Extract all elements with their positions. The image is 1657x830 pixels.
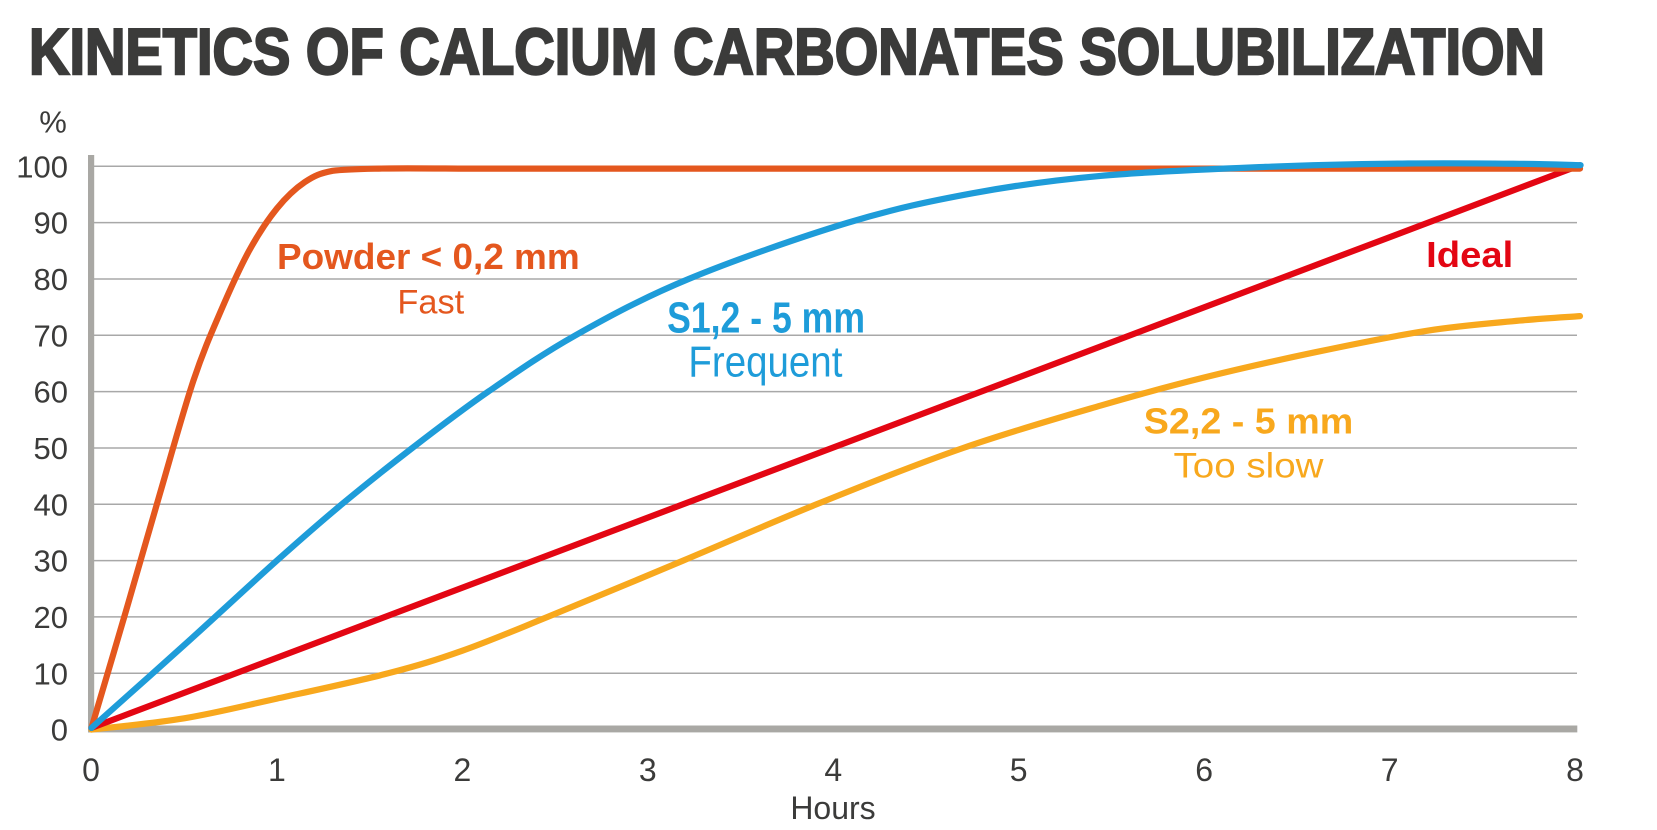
svg-text:Hours: Hours xyxy=(790,790,875,826)
svg-text:10: 10 xyxy=(34,656,68,691)
svg-text:40: 40 xyxy=(34,487,68,522)
svg-text:80: 80 xyxy=(34,262,68,297)
svg-text:Fast: Fast xyxy=(397,284,464,322)
svg-text:Frequent: Frequent xyxy=(688,338,842,387)
svg-text:2: 2 xyxy=(454,752,472,788)
svg-text:20: 20 xyxy=(34,600,68,635)
svg-text:30: 30 xyxy=(34,544,68,579)
svg-text:70: 70 xyxy=(34,318,68,353)
svg-text:Ideal: Ideal xyxy=(1426,234,1513,275)
svg-text:4: 4 xyxy=(824,752,842,788)
svg-text:100: 100 xyxy=(16,149,68,184)
svg-text:1: 1 xyxy=(268,752,286,788)
svg-text:S1,2 - 5 mm: S1,2 - 5 mm xyxy=(667,294,865,343)
svg-text:0: 0 xyxy=(51,713,68,748)
svg-text:5: 5 xyxy=(1010,752,1028,788)
svg-text:0: 0 xyxy=(82,752,100,788)
svg-text:60: 60 xyxy=(34,375,68,410)
svg-text:50: 50 xyxy=(34,431,68,466)
svg-text:S2,2 - 5 mm: S2,2 - 5 mm xyxy=(1144,400,1353,441)
svg-text:6: 6 xyxy=(1195,752,1213,788)
svg-text:%: % xyxy=(39,105,67,140)
svg-text:8: 8 xyxy=(1566,752,1584,788)
svg-text:Too slow: Too slow xyxy=(1174,447,1325,486)
svg-text:Powder < 0,2 mm: Powder < 0,2 mm xyxy=(277,236,580,277)
svg-text:3: 3 xyxy=(639,752,657,788)
svg-text:KINETICS OF CALCIUM CARBONATES: KINETICS OF CALCIUM CARBONATES SOLUBILIZ… xyxy=(29,15,1545,88)
svg-text:90: 90 xyxy=(34,206,68,241)
svg-text:7: 7 xyxy=(1381,752,1399,788)
